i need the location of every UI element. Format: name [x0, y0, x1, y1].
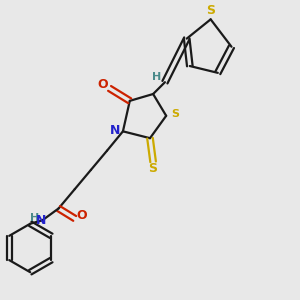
Text: N: N [110, 124, 121, 136]
Text: H: H [30, 213, 39, 223]
Text: H: H [152, 72, 161, 82]
Text: N: N [36, 214, 46, 227]
Text: S: S [172, 109, 179, 119]
Text: O: O [98, 78, 108, 91]
Text: S: S [148, 162, 158, 175]
Text: S: S [206, 4, 215, 16]
Text: O: O [76, 209, 87, 222]
